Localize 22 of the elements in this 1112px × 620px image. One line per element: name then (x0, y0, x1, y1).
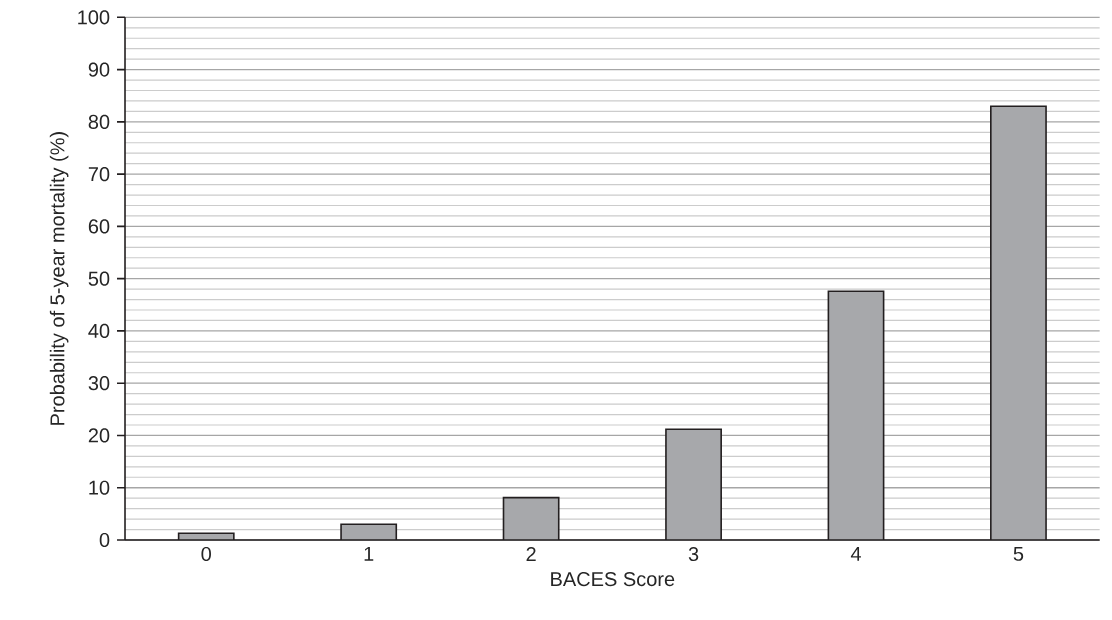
bar (665, 429, 722, 540)
y-axis-title: Probability of 5-year mortality (%) (49, 132, 69, 425)
y-tick-label: 10 (89, 480, 110, 495)
bar (990, 105, 1047, 540)
x-tick-label: 4 (850, 546, 861, 561)
y-tick-label: 0 (99, 532, 110, 548)
x-tick-label: 5 (1013, 546, 1024, 561)
x-tick-label: 2 (526, 546, 536, 561)
y-tick-label: 70 (88, 167, 110, 182)
y-tick-label: 80 (88, 114, 110, 129)
y-tick-label: 30 (88, 376, 110, 391)
x-tick-label: 1 (364, 546, 374, 561)
y-tick-label: 90 (88, 62, 110, 77)
y-tick-label: 60 (88, 219, 110, 234)
bar (503, 497, 559, 540)
y-tick-label: 20 (88, 428, 110, 443)
y-tick-label: 40 (88, 323, 110, 338)
x-tick-label: 0 (201, 546, 211, 562)
y-tick-label: 100 (78, 10, 110, 25)
x-tick-label: 3 (688, 546, 699, 562)
y-tick-label: 50 (88, 271, 110, 286)
x-axis-title: BACES Score (551, 572, 675, 587)
